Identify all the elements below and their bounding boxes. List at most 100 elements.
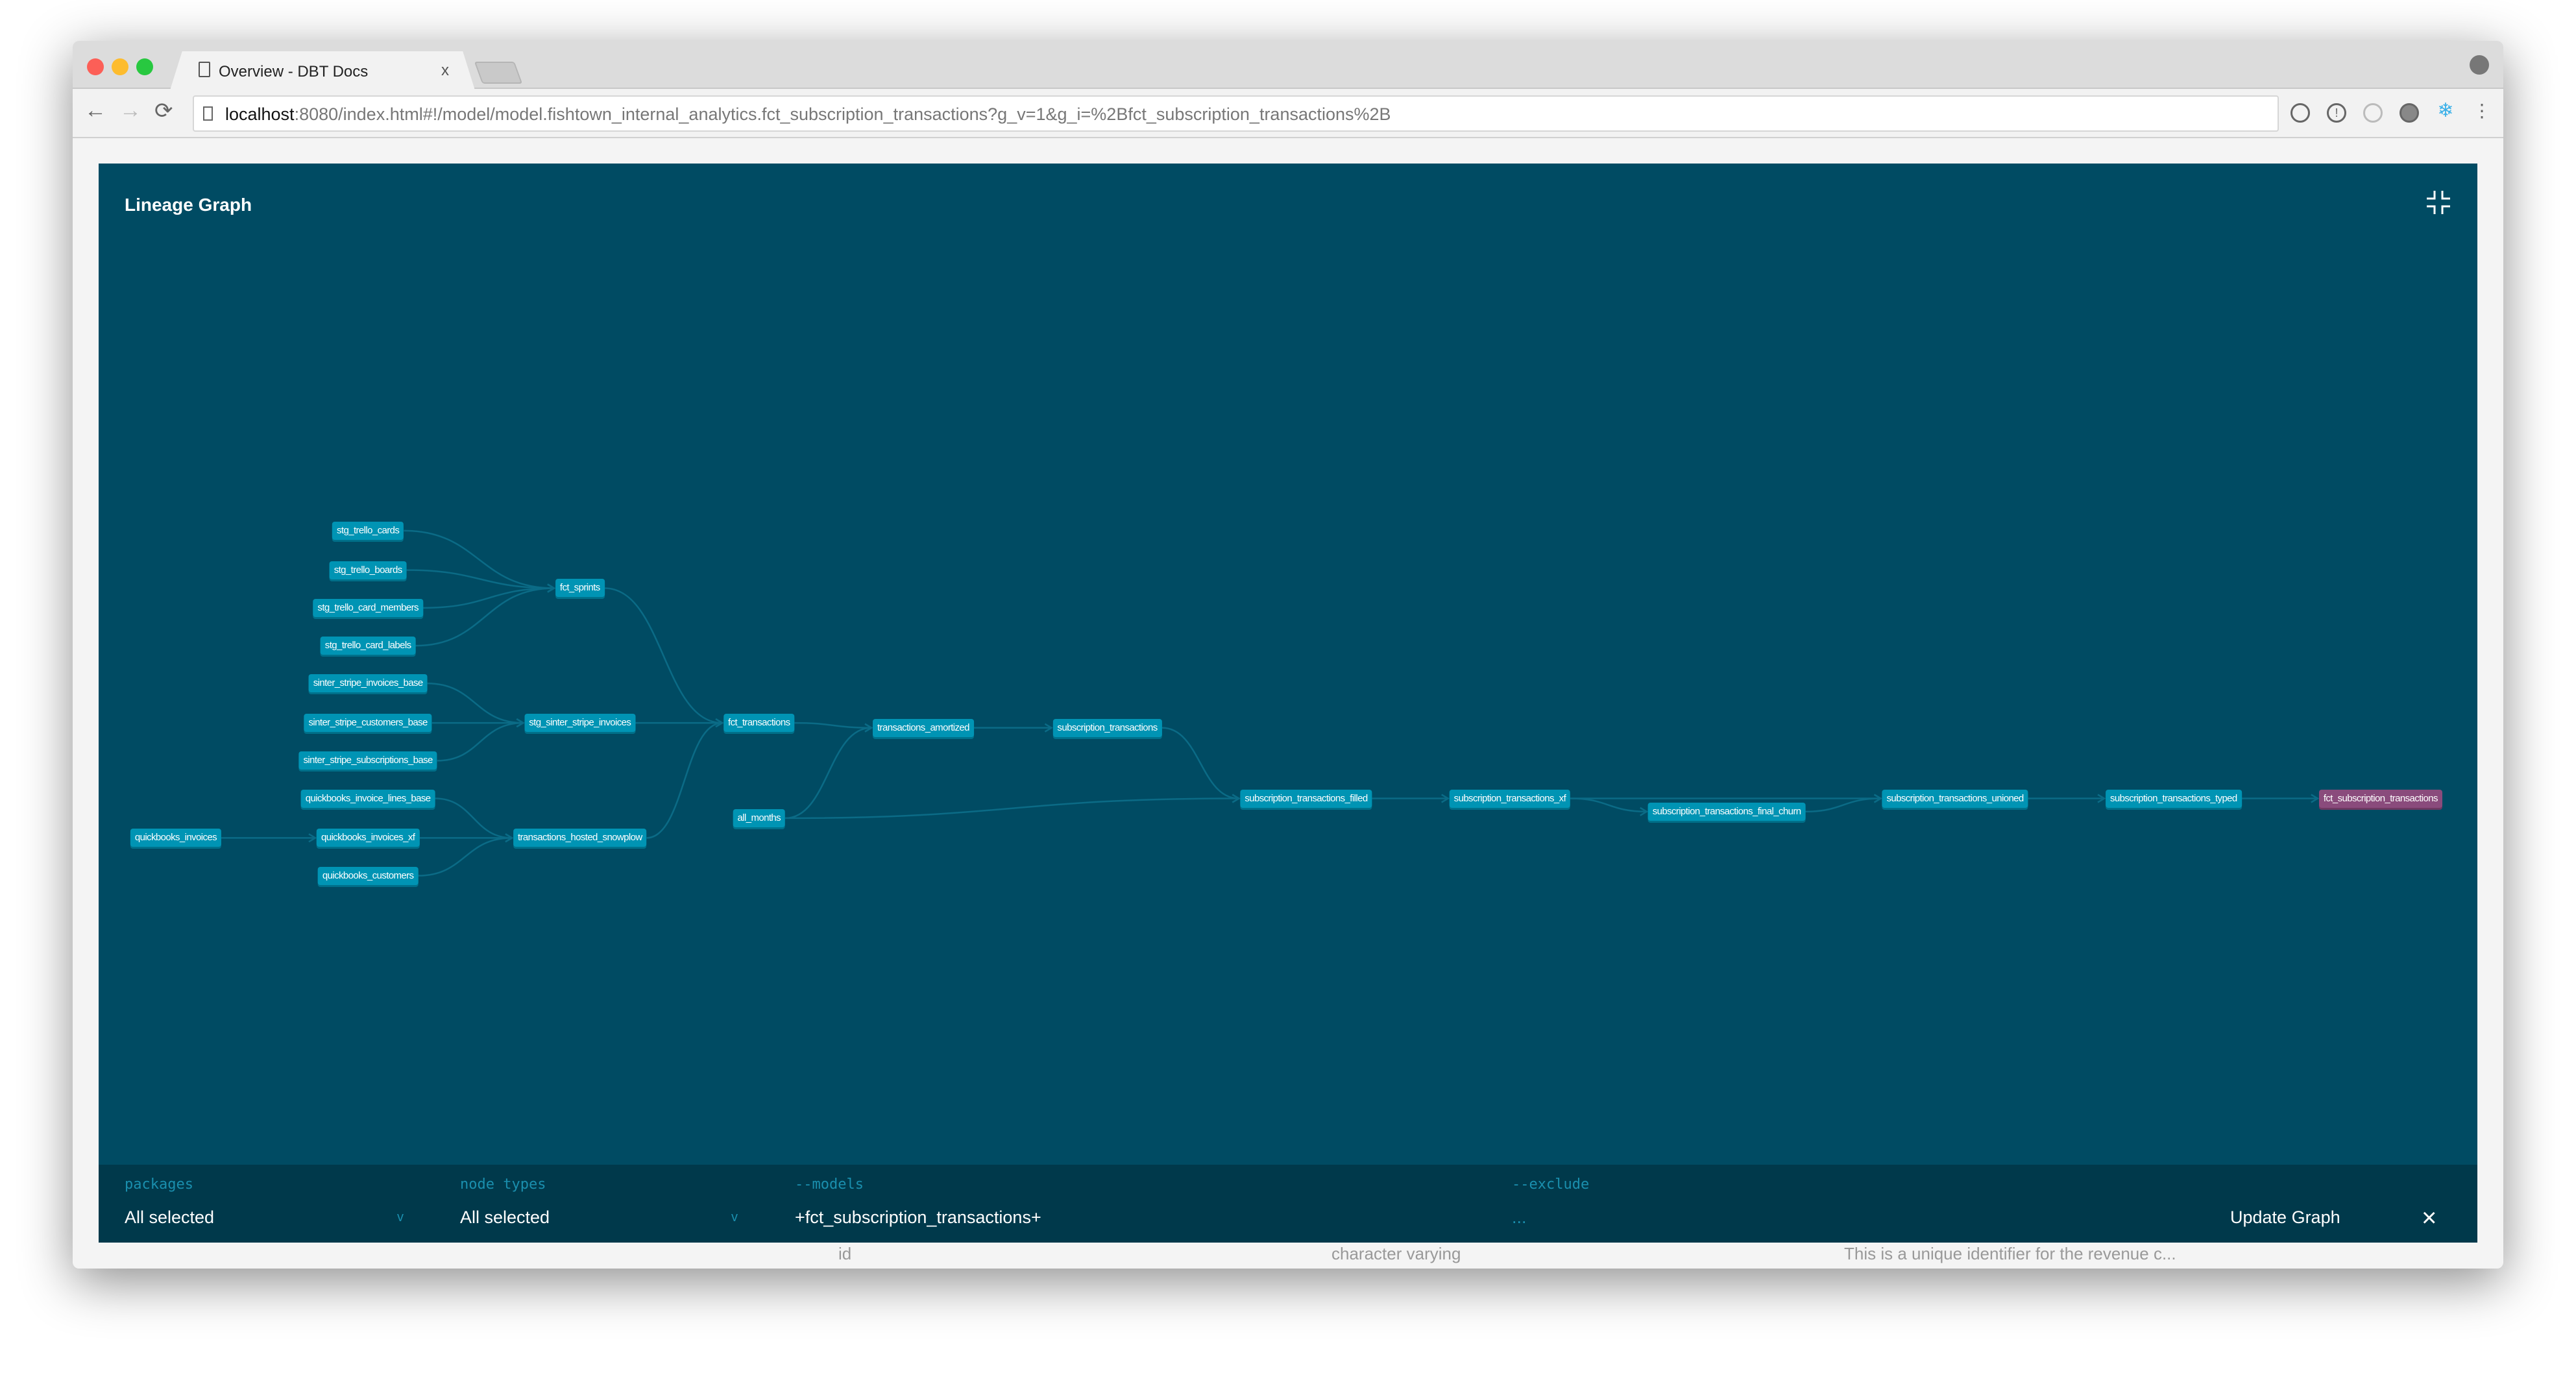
graph-node[interactable]: stg_trello_card_labels: [320, 637, 416, 655]
graph-node[interactable]: fct_subscription_transactions: [2318, 789, 2442, 808]
models-label: --models: [795, 1176, 864, 1193]
graph-node[interactable]: subscription_transactions_final_churn: [1647, 802, 1806, 821]
graph-node[interactable]: sinter_stripe_subscriptions_base: [298, 751, 437, 770]
node-types-label: node types: [460, 1176, 546, 1193]
graph-edge: [406, 569, 554, 589]
url-host: localhost: [225, 104, 295, 124]
graph-edge: [1161, 727, 1239, 799]
graph-node[interactable]: stg_sinter_stripe_invoices: [524, 714, 636, 733]
browser-window: Overview - DBT Docs x ← → ⟳ localhost:80…: [73, 41, 2503, 1269]
close-window-button[interactable]: [87, 58, 104, 75]
new-tab-button[interactable]: [474, 62, 523, 84]
url-path: :8080/index.html#!/model/model.fishtown_…: [294, 104, 1391, 124]
address-bar[interactable]: localhost:8080/index.html#!/model/model.…: [193, 95, 2279, 132]
column-description: This is a unique identifier for the reve…: [1844, 1244, 2176, 1263]
graph-edge: [418, 837, 512, 877]
tab-title: Overview - DBT Docs: [219, 63, 369, 80]
packages-select[interactable]: All selected: [125, 1208, 215, 1227]
node-types-select[interactable]: All selected: [460, 1208, 550, 1227]
shield-extension-icon[interactable]: [2290, 103, 2310, 123]
graph-node[interactable]: quickbooks_invoice_lines_base: [300, 789, 435, 808]
graph-node[interactable]: stg_trello_card_members: [313, 598, 423, 617]
graph-node[interactable]: transactions_amortized: [873, 718, 974, 737]
forward-button[interactable]: →: [119, 98, 141, 123]
lineage-graph-modal: stg_trello_cards stg_trello_boards stg_tre…: [99, 164, 2477, 1243]
graph-node[interactable]: subscription_transactions_typed: [2105, 789, 2242, 808]
lineage-graph-canvas[interactable]: stg_trello_cards stg_trello_boards stg_tre…: [99, 164, 2477, 1165]
edge-arrowhead: [1873, 794, 1882, 803]
browser-tab[interactable]: Overview - DBT Docs x: [170, 51, 475, 90]
edge-arrowhead: [505, 833, 514, 843]
graph-edge: [646, 722, 723, 839]
snowflake-extension-icon[interactable]: ❄: [2437, 100, 2454, 121]
column-type: character varying: [1331, 1244, 1461, 1263]
extension-icon[interactable]: [2363, 103, 2383, 123]
chevron-down-icon[interactable]: v: [731, 1210, 738, 1224]
info-extension-icon[interactable]: !: [2327, 103, 2346, 123]
graph-node[interactable]: transactions_hosted_snowplow: [513, 829, 647, 847]
document-icon: [199, 62, 210, 77]
graph-edge: [415, 587, 554, 647]
models-input[interactable]: +fct_subscription_transactions+: [795, 1208, 1041, 1227]
extension-badge-icon[interactable]: [2400, 103, 2419, 123]
edge-arrowhead: [864, 723, 873, 733]
menu-icon[interactable]: ⋮: [2473, 101, 2491, 121]
graph-node[interactable]: subscription_transactions_unioned: [1882, 789, 2028, 808]
update-graph-button[interactable]: Update Graph: [2230, 1208, 2340, 1227]
graph-node[interactable]: subscription_transactions: [1052, 718, 1162, 737]
graph-node[interactable]: all_months: [733, 808, 786, 827]
reload-button[interactable]: ⟳: [154, 99, 173, 123]
edge-arrowhead: [516, 718, 525, 728]
graph-filter-bar: packages All selected v node types All s…: [99, 1165, 2477, 1243]
graph-node[interactable]: fct_transactions: [723, 714, 795, 733]
graph-edge: [785, 797, 1239, 820]
edge-arrowhead: [1640, 807, 1649, 816]
graph-node[interactable]: stg_trello_boards: [329, 561, 407, 579]
compress-icon[interactable]: [2425, 189, 2451, 215]
graph-edge: [1805, 797, 1881, 813]
graph-node[interactable]: quickbooks_invoices_xf: [316, 829, 420, 847]
graph-node[interactable]: sinter_stripe_customers_base: [304, 714, 432, 733]
navigation-bar: ← → ⟳ localhost:8080/index.html#!/model/…: [73, 89, 2503, 138]
edge-arrowhead: [1232, 794, 1241, 803]
edge-arrowhead: [547, 583, 556, 593]
graph-edge: [427, 683, 524, 724]
packages-label: packages: [125, 1176, 193, 1193]
graph-edge: [435, 797, 512, 839]
graph-edge: [422, 587, 554, 609]
graph-node[interactable]: sinter_stripe_invoices_base: [308, 674, 428, 693]
graph-node[interactable]: fct_sprints: [555, 579, 605, 598]
chevron-down-icon[interactable]: v: [397, 1210, 404, 1224]
graph-edge: [604, 587, 723, 724]
profile-icon[interactable]: [2470, 55, 2489, 75]
graph-edge: [785, 727, 872, 820]
graph-edges: [221, 529, 2320, 877]
edge-arrowhead: [715, 718, 724, 728]
graph-node[interactable]: subscription_transactions_filled: [1240, 789, 1372, 808]
close-icon[interactable]: ×: [2422, 1204, 2437, 1232]
graph-edge: [794, 722, 872, 729]
modal-title: Lineage Graph: [125, 195, 252, 215]
edge-arrowhead: [2311, 794, 2320, 803]
graph-edge: [1570, 797, 1647, 813]
tab-close-button[interactable]: x: [441, 62, 449, 79]
graph-node[interactable]: quickbooks_invoices: [130, 829, 222, 847]
graph-edge: [404, 529, 554, 589]
edge-arrowhead: [1441, 794, 1450, 803]
back-button[interactable]: ←: [84, 98, 106, 123]
exclude-label: --exclude: [1512, 1176, 1590, 1193]
exclude-input[interactable]: ...: [1512, 1208, 1527, 1227]
page-icon: [203, 106, 213, 121]
graph-node[interactable]: quickbooks_customers: [317, 866, 419, 885]
graph-edge: [437, 722, 524, 762]
tab-bar: Overview - DBT Docs x: [73, 41, 2503, 90]
edge-arrowhead: [2097, 794, 2106, 803]
graph-node[interactable]: stg_trello_cards: [332, 521, 404, 540]
edge-arrowhead: [308, 833, 317, 843]
minimize-window-button[interactable]: [112, 58, 128, 75]
page-content: id character varying This is a unique id…: [73, 138, 2503, 1269]
graph-node[interactable]: subscription_transactions_xf: [1449, 789, 1571, 808]
edge-arrowhead: [1044, 723, 1053, 733]
maximize-window-button[interactable]: [136, 58, 153, 75]
column-name: id: [838, 1244, 852, 1263]
